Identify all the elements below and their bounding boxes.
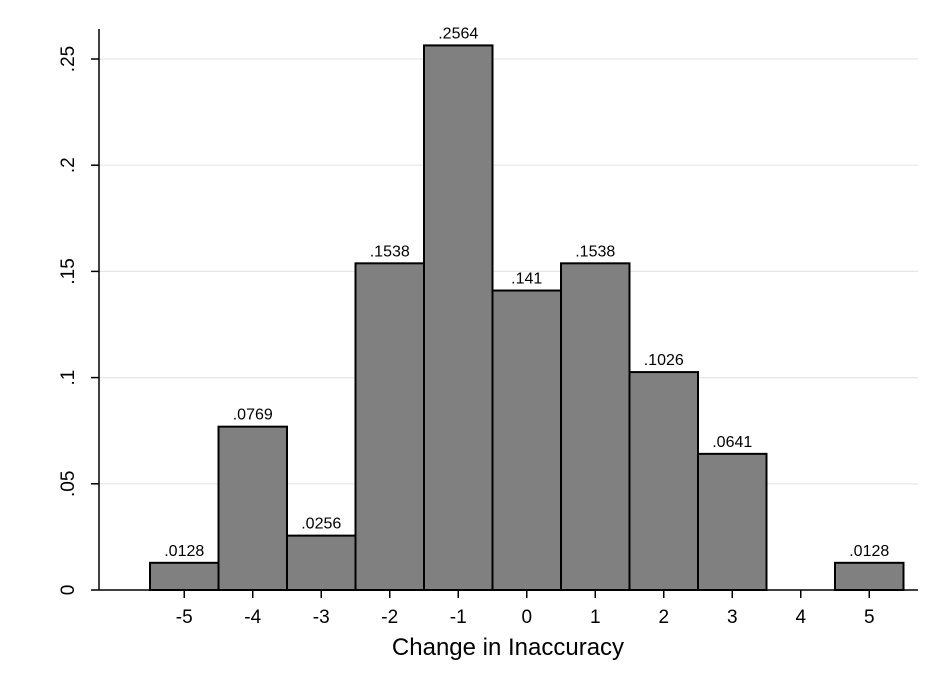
bar	[149, 561, 220, 592]
bar	[697, 452, 768, 591]
bar-value-label: .0256	[301, 516, 341, 533]
bar	[491, 289, 562, 591]
x-tick-label: -3	[313, 607, 330, 628]
y-tick-label: .05	[58, 471, 79, 497]
bar-value-label: .0769	[233, 407, 273, 424]
y-tick-label: .25	[58, 46, 79, 72]
x-tick-label: -4	[244, 607, 261, 628]
y-tick-label: 0	[58, 585, 79, 596]
x-tick-label: 2	[658, 607, 669, 628]
bar	[217, 425, 288, 591]
x-tick-label: 1	[590, 607, 601, 628]
x-tick-label: 4	[795, 607, 806, 628]
x-tick-label: 0	[521, 607, 532, 628]
bar-value-label: .0128	[849, 543, 889, 560]
bar-value-label: .2564	[438, 25, 478, 42]
bar-value-label: .141	[511, 271, 542, 288]
bar	[423, 44, 494, 592]
bar-value-label: .1538	[370, 243, 410, 260]
bar	[628, 371, 699, 591]
x-tick-label: -5	[176, 607, 193, 628]
y-tick-label: .2	[58, 157, 79, 173]
x-tick-label: -2	[381, 607, 398, 628]
x-axis-title: Change in Inaccuracy	[392, 634, 624, 661]
axes: 0 .05 .1 .15 .2 .25 -5 -4 -3 -2 -1 0 1 2 3 4 5	[58, 29, 918, 628]
bar-value-label: .1026	[644, 352, 684, 369]
bar-value-label: .0641	[712, 434, 752, 451]
y-tick-label: .15	[58, 258, 79, 284]
bar	[834, 561, 905, 592]
x-tick-label: 3	[727, 607, 738, 628]
bar	[286, 534, 357, 592]
x-tick-label: -1	[450, 607, 467, 628]
bar	[354, 262, 425, 591]
bars	[149, 44, 905, 592]
data-labels: .0128 .0769 .0256 .1538 .2564 .141 .1538 .1026.…	[164, 25, 889, 559]
bar	[560, 262, 631, 591]
x-tick-label: 5	[864, 607, 875, 628]
gridlines	[99, 58, 918, 485]
bar-value-label: .0128	[164, 543, 204, 560]
y-tick-label: .1	[58, 370, 79, 386]
bar-value-label: .1538	[575, 243, 615, 260]
